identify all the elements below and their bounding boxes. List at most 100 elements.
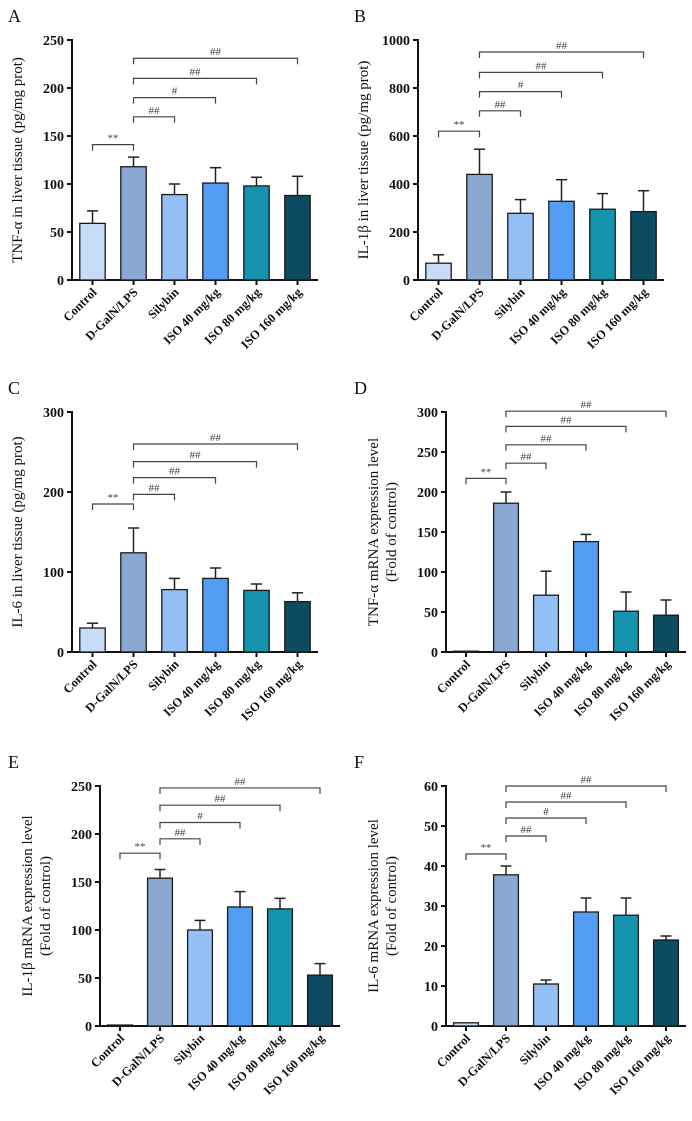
bar [572, 911, 600, 1027]
x-tick-label: Control [60, 285, 100, 325]
significance-bracket [505, 835, 547, 842]
x-tick-label: Silybin [491, 285, 527, 321]
bar [492, 502, 520, 653]
y-axis-label: (Fold of control) [38, 856, 54, 956]
x-tick-label: Control [406, 285, 446, 325]
significance-bracket [465, 853, 507, 860]
y-tick-label: 200 [43, 486, 64, 501]
bar [161, 588, 188, 653]
y-tick-label: 50 [50, 226, 64, 241]
y-tick-label: 10 [424, 980, 438, 995]
bar-chart-a: A TNF-α in liver tissue (pg/mg prot) 0 50 10… [8, 6, 318, 352]
y-tick-label: 600 [389, 130, 410, 145]
y-tick-label: 200 [417, 486, 438, 501]
significance-bracket [159, 838, 201, 845]
bar [652, 939, 680, 1027]
bar [202, 577, 229, 653]
bar [79, 222, 106, 281]
y-tick-label: 250 [417, 446, 438, 461]
bar [532, 983, 560, 1027]
significance-bracket [132, 97, 217, 104]
bar [612, 610, 640, 653]
bar [120, 166, 147, 281]
bar [146, 877, 174, 1027]
bar [284, 194, 311, 281]
y-tick-label: 0 [57, 646, 64, 661]
panel-letter: D [354, 378, 367, 398]
bar-chart-e: E IL-1β mRNA expression level (Fold of con… [8, 752, 340, 1098]
significance-label: ## [215, 793, 227, 805]
significance-label: ** [135, 841, 146, 853]
panel-letter: B [354, 6, 366, 26]
bar [106, 1024, 134, 1027]
significance-bracket [505, 801, 627, 808]
significance-label: ## [190, 450, 202, 462]
bar-chart-f: F IL-6 mRNA expression level (Fold of cont… [354, 752, 686, 1098]
bar [243, 589, 270, 653]
y-axis-label: (Fold of control) [384, 482, 400, 582]
significance-bracket [478, 71, 604, 79]
bar-chart-b: B IL-1β in liver tissue (pg/mg prot) 0 200 4… [354, 6, 664, 352]
significance-bracket [478, 51, 645, 58]
y-tick-label: 150 [417, 526, 438, 541]
y-tick-label: 300 [417, 406, 438, 421]
significance-label: # [518, 80, 524, 92]
panel-e: E IL-1β mRNA expression level (Fold of con… [0, 746, 346, 1121]
y-axis-label: IL-6 in liver tissue (pg/mg prot) [10, 436, 26, 627]
bar-chart-d: D TNF-α mRNA expression level (Fold of con… [354, 378, 686, 724]
significance-label: ## [521, 451, 533, 463]
x-tick-label: Silybin [517, 1031, 553, 1067]
x-tick-label: Silybin [145, 657, 181, 693]
panel-letter: F [354, 752, 364, 772]
x-tick-label: Control [88, 1031, 128, 1071]
significance-label: ** [108, 133, 119, 145]
significance-bracket [505, 410, 667, 418]
x-tick-label: Silybin [171, 1031, 207, 1067]
bar [652, 614, 680, 653]
y-axis-label: IL-6 mRNA expression level [366, 819, 382, 993]
y-tick-label: 0 [431, 1020, 438, 1035]
bar [612, 914, 640, 1027]
panel-a: A TNF-α in liver tissue (pg/mg prot) 0 50 10… [0, 0, 346, 375]
bar [266, 908, 294, 1027]
significance-bracket [132, 116, 176, 123]
significance-bracket [505, 785, 667, 792]
bar [630, 210, 657, 281]
y-tick-label: 0 [431, 646, 438, 661]
significance-label: ## [175, 827, 187, 839]
y-tick-label: 800 [389, 82, 410, 97]
bar [507, 212, 534, 281]
y-tick-label: 250 [43, 34, 64, 49]
bar [466, 173, 493, 281]
y-tick-label: 300 [43, 406, 64, 421]
significance-bracket [132, 477, 217, 484]
bar [186, 929, 214, 1027]
y-tick-label: 0 [85, 1020, 92, 1035]
x-tick-label: Control [60, 657, 100, 697]
significance-label: ## [581, 774, 593, 786]
bar [243, 185, 270, 281]
significance-label: # [543, 806, 549, 818]
significance-bracket [478, 110, 522, 117]
bar [306, 974, 334, 1027]
y-tick-label: 20 [424, 940, 438, 955]
y-tick-label: 60 [424, 780, 438, 795]
panel-letter: A [8, 6, 21, 26]
x-tick-label: Control [434, 657, 474, 697]
y-tick-label: 400 [389, 178, 410, 193]
bar [492, 874, 520, 1027]
significance-bracket [132, 443, 299, 450]
significance-label: ** [108, 492, 119, 504]
significance-label: # [197, 810, 203, 822]
y-tick-label: 150 [71, 876, 92, 891]
y-tick-label: 200 [389, 226, 410, 241]
significance-bracket [437, 130, 481, 138]
bar [589, 208, 616, 281]
y-axis-label: TNF-α mRNA expression level [366, 438, 382, 626]
panel-b: B IL-1β in liver tissue (pg/mg prot) 0 200 4… [346, 0, 692, 375]
y-tick-label: 1000 [382, 34, 410, 49]
significance-label: ## [149, 105, 161, 117]
significance-bracket [465, 477, 507, 485]
panel-f: F IL-6 mRNA expression level (Fold of cont… [346, 746, 692, 1121]
significance-label: ## [169, 466, 181, 478]
